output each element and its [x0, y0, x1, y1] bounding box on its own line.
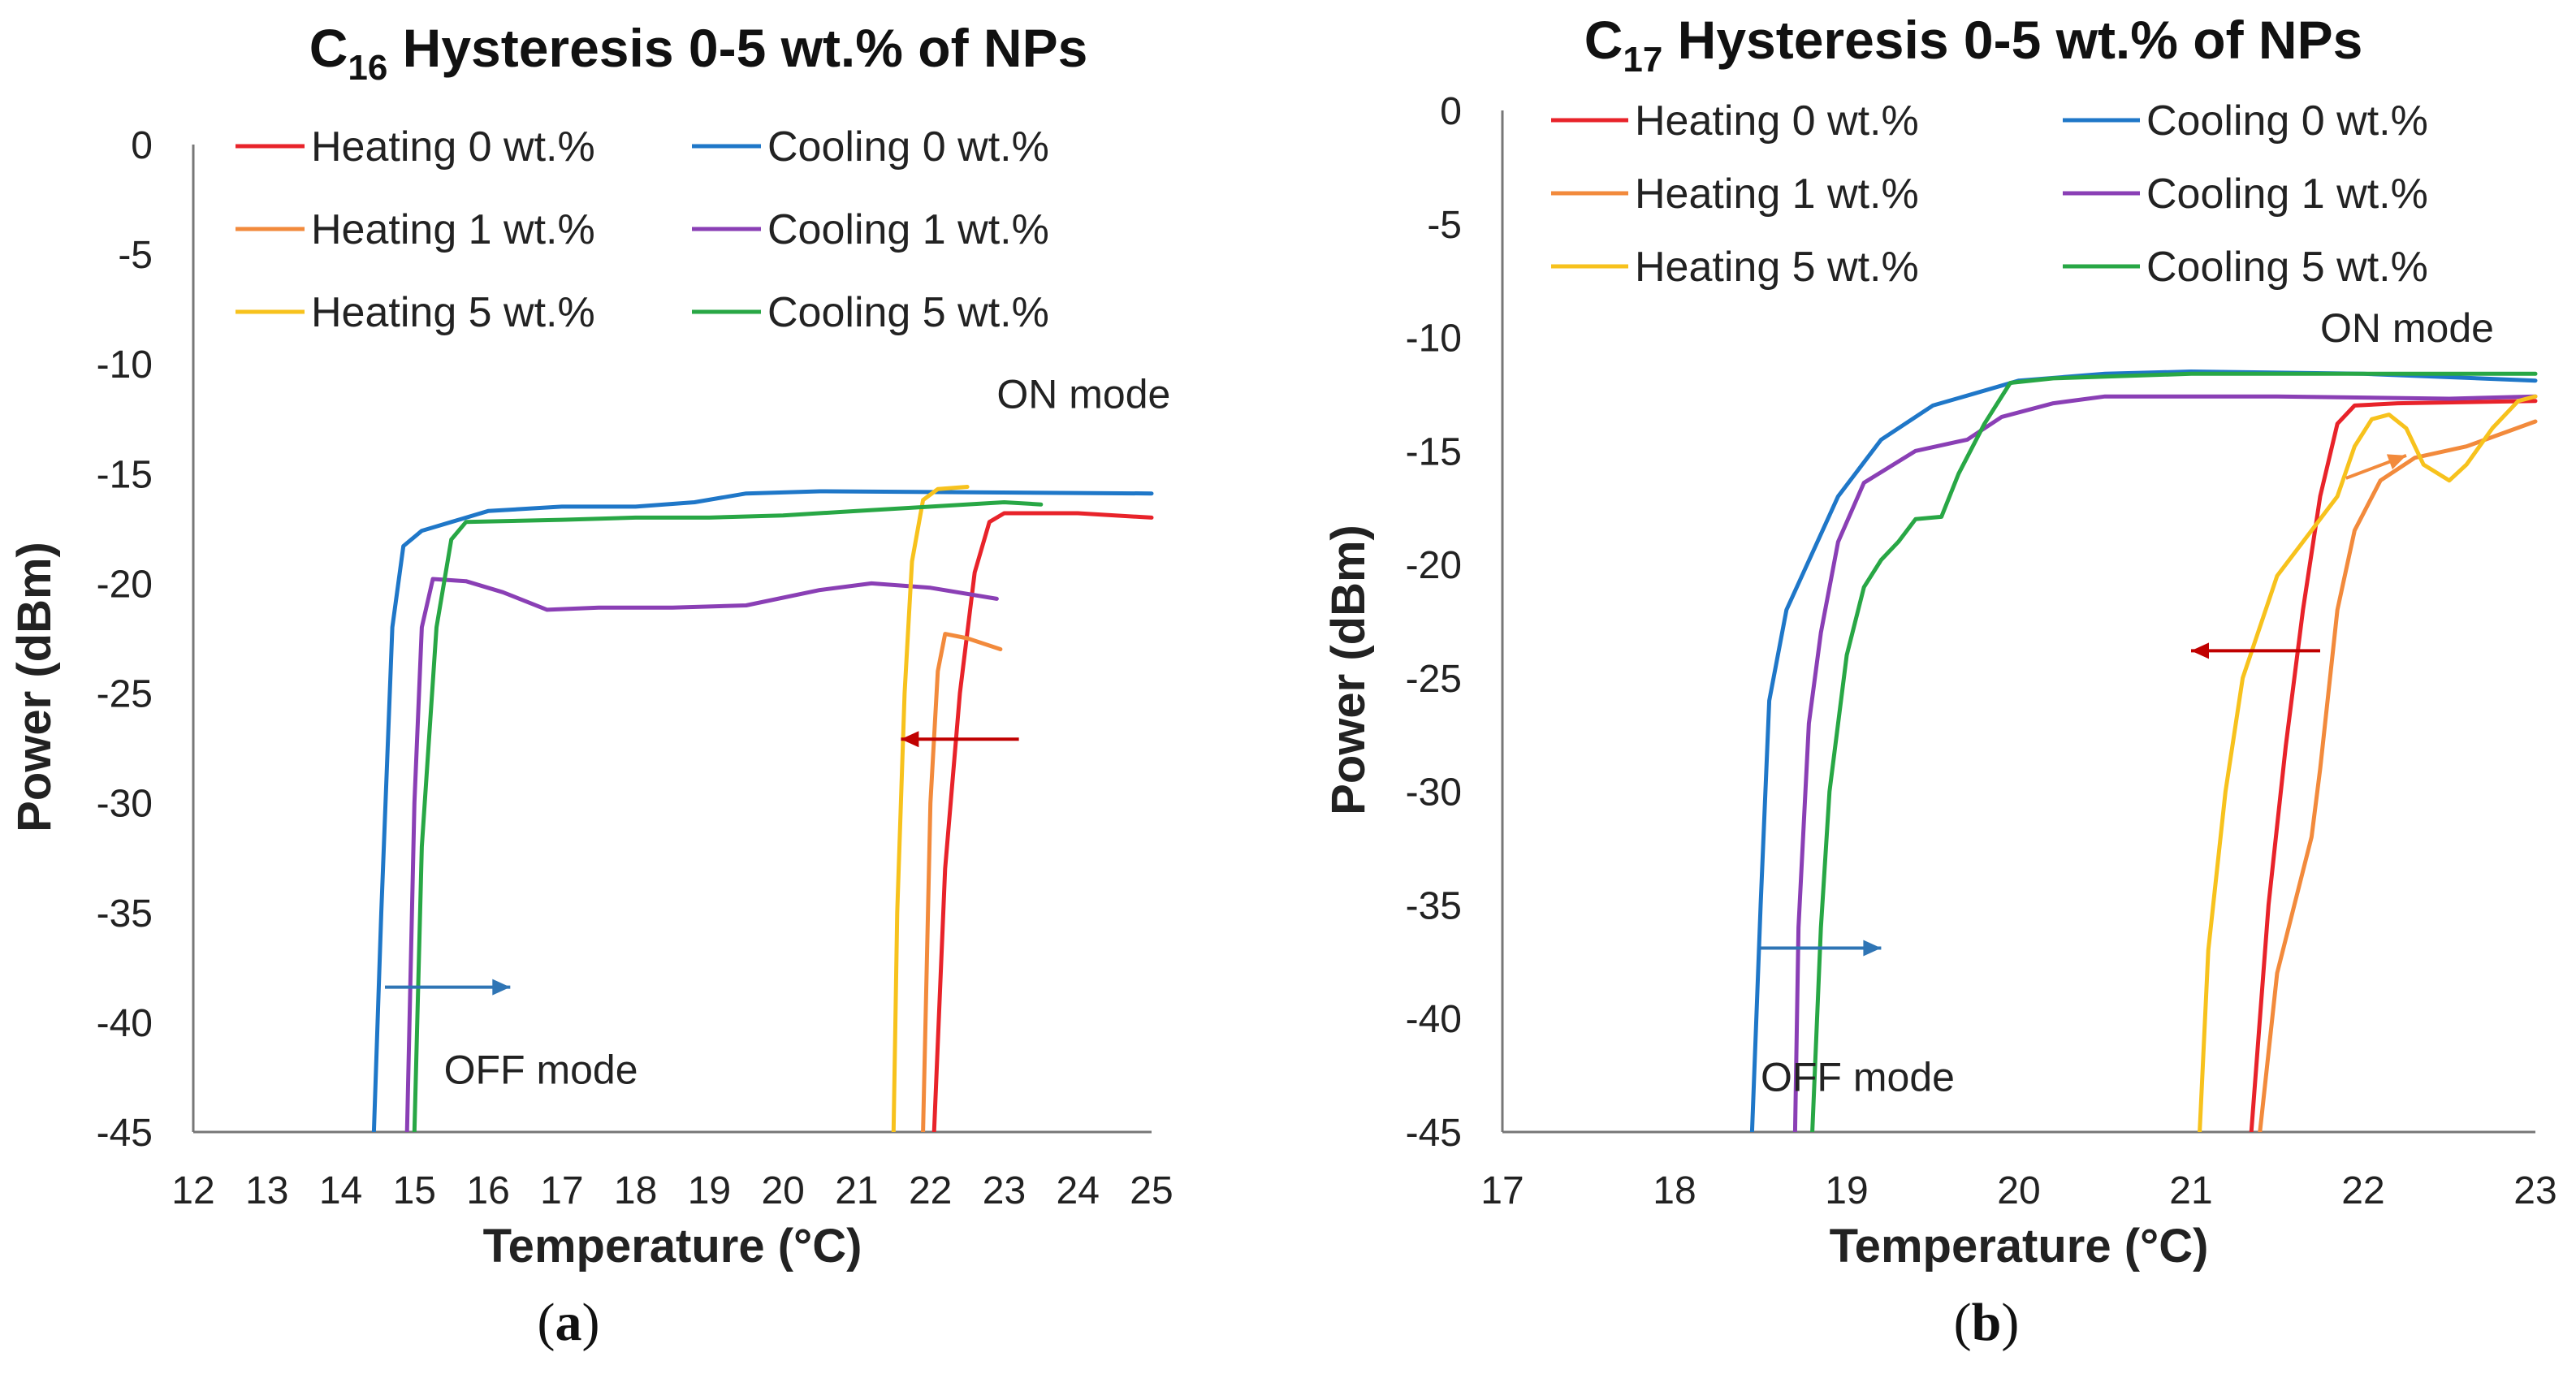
panel-caption: (b)	[1954, 1293, 2020, 1352]
series-line-cooling-1-wt	[404, 577, 999, 1132]
y-tick-label: -35	[1406, 884, 1462, 927]
y-tick-label: -25	[1406, 658, 1462, 701]
x-tick-label: 16	[466, 1169, 509, 1212]
series-line-heating-5-wt	[891, 485, 970, 1132]
y-tick-label: -30	[97, 783, 153, 826]
legend-label: Cooling 5 wt.%	[2146, 244, 2428, 291]
x-tick-label: 14	[319, 1169, 362, 1212]
x-tick-label: 24	[1057, 1169, 1100, 1212]
title-main: C	[1584, 10, 1623, 70]
x-tick-label: 17	[540, 1169, 583, 1212]
chart-a: C16 Hysteresis 0-5 wt.% of NPs0-5-10-15-…	[8, 18, 1173, 1352]
series-line-cooling-0-wt	[371, 489, 1154, 1132]
series-line-cooling-0-wt	[1749, 369, 2538, 1132]
x-tick-label: 12	[171, 1169, 214, 1212]
heating-arrow-head	[901, 731, 919, 748]
series-line-cooling-1-wt	[1792, 394, 2538, 1132]
cooling-arrow-head	[492, 979, 511, 996]
title-main: C	[309, 18, 348, 78]
x-tick-label: 15	[393, 1169, 436, 1212]
legend-label: Cooling 1 wt.%	[2146, 171, 2428, 218]
legend-label: Heating 5 wt.%	[1635, 244, 1919, 291]
y-tick-label: -40	[97, 1002, 153, 1045]
y-axis-label: Power (dBm)	[1322, 525, 1375, 815]
legend-label: Cooling 0 wt.%	[2146, 97, 2428, 145]
y-tick-label: -10	[97, 344, 153, 387]
y-tick-label: -45	[97, 1112, 153, 1155]
series-line-cooling-5-wt	[412, 500, 1044, 1132]
caption-close: )	[2001, 1293, 2019, 1352]
x-tick-label: 19	[688, 1169, 731, 1212]
series-line-heating-0-wt	[2249, 399, 2538, 1132]
y-tick-label: -40	[1406, 998, 1462, 1041]
x-tick-label: 25	[1130, 1169, 1173, 1212]
x-tick-label: 23	[983, 1169, 1026, 1212]
heating-1-arrow-head	[2386, 454, 2406, 470]
series-line-heating-5-wt	[2198, 394, 2538, 1132]
x-tick-label: 20	[761, 1169, 804, 1212]
y-tick-label: -45	[1406, 1112, 1462, 1155]
legend-label: Cooling 1 wt.%	[767, 206, 1049, 253]
series-line-heating-0-wt	[931, 511, 1154, 1132]
title-subscript: 16	[348, 48, 387, 88]
legend-label: Heating 1 wt.%	[311, 206, 595, 253]
x-tick-label: 23	[2513, 1169, 2557, 1212]
legend-label: Heating 0 wt.%	[1635, 97, 1919, 145]
y-tick-label: -10	[1406, 318, 1462, 361]
legend-label: Heating 0 wt.%	[311, 123, 595, 171]
caption-open: (	[1954, 1293, 1972, 1352]
y-tick-label: 0	[1440, 90, 1462, 133]
x-tick-label: 18	[614, 1169, 657, 1212]
off-mode-label: OFF mode	[1761, 1055, 1955, 1100]
y-tick-label: -30	[1406, 771, 1462, 814]
y-tick-label: -5	[1427, 204, 1462, 247]
x-tick-label: 18	[1653, 1169, 1696, 1212]
legend-label: Cooling 0 wt.%	[767, 123, 1049, 171]
x-tick-label: 13	[245, 1169, 288, 1212]
legend-label: Heating 5 wt.%	[311, 289, 595, 336]
x-tick-label: 22	[909, 1169, 952, 1212]
off-mode-label: OFF mode	[444, 1048, 638, 1093]
x-tick-label: 17	[1480, 1169, 1524, 1212]
y-tick-label: -25	[97, 673, 153, 716]
cooling-arrow-head	[1863, 940, 1882, 957]
x-tick-label: 19	[1825, 1169, 1868, 1212]
caption-open: (	[538, 1293, 555, 1352]
on-mode-label: ON mode	[2320, 305, 2494, 351]
y-tick-label: -15	[97, 453, 153, 496]
legend-label: Heating 1 wt.%	[1635, 171, 1919, 218]
x-tick-label: 22	[2341, 1169, 2384, 1212]
caption-letter: b	[1972, 1293, 2002, 1352]
chart-b: C17 Hysteresis 0-5 wt.% of NPs0-5-10-15-…	[1322, 10, 2557, 1352]
x-tick-label: 21	[2169, 1169, 2212, 1212]
y-tick-label: -15	[1406, 430, 1462, 473]
caption-close: )	[582, 1293, 600, 1352]
on-mode-label: ON mode	[996, 371, 1170, 417]
title-rest: Hysteresis 0-5 wt.% of NPs	[1662, 10, 2362, 70]
legend-label: Cooling 5 wt.%	[767, 289, 1049, 336]
x-tick-label: 21	[835, 1169, 878, 1212]
chart-title: C17 Hysteresis 0-5 wt.% of NPs	[1584, 10, 2363, 80]
panel-caption: (a)	[538, 1293, 600, 1352]
y-tick-label: -20	[97, 563, 153, 606]
series-line-cooling-5-wt	[1810, 371, 2538, 1132]
x-axis-label: Temperature (°C)	[1830, 1220, 2209, 1272]
series-line-heating-1-wt	[2258, 419, 2538, 1132]
chart-title: C16 Hysteresis 0-5 wt.% of NPs	[309, 18, 1088, 88]
x-tick-label: 20	[1997, 1169, 2040, 1212]
y-tick-label: -5	[118, 234, 153, 277]
caption-letter: a	[555, 1293, 582, 1352]
series-line-heating-1-wt	[921, 632, 1003, 1132]
y-axis-label: Power (dBm)	[8, 542, 61, 832]
x-axis-label: Temperature (°C)	[483, 1220, 862, 1272]
y-tick-label: 0	[131, 124, 153, 167]
title-rest: Hysteresis 0-5 wt.% of NPs	[387, 18, 1087, 78]
title-subscript: 17	[1623, 40, 1662, 80]
heating-arrow-head	[2191, 642, 2209, 659]
y-tick-label: -20	[1406, 544, 1462, 587]
y-tick-label: -35	[97, 892, 153, 935]
